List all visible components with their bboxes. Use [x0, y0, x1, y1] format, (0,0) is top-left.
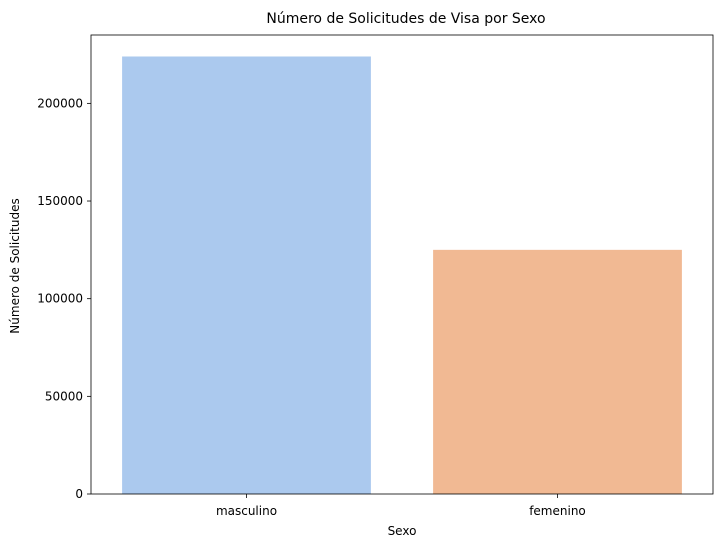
y-axis-label: Número de Solicitudes: [8, 198, 22, 333]
bar-masculino: [122, 56, 371, 494]
ticks-layer: masculino femenino 0 50000 100000 150000 20000…: [37, 96, 586, 518]
y-tick-label: 200000: [37, 96, 83, 110]
y-tick-label: 0: [75, 487, 83, 501]
x-tick-label: masculino: [216, 504, 277, 518]
x-axis-label: Sexo: [388, 524, 417, 538]
plot-frame: [90, 34, 714, 495]
y-tick-label: 100000: [37, 292, 83, 306]
bar-femenino: [433, 249, 682, 494]
y-tick-label: 50000: [45, 389, 83, 403]
bars-layer: [122, 56, 682, 494]
axes-frame: [90, 34, 714, 495]
y-tick-label: 150000: [37, 194, 83, 208]
chart-title: Número de Solicitudes de Visa por Sexo: [266, 11, 545, 27]
x-tick-label: femenino: [529, 504, 586, 518]
